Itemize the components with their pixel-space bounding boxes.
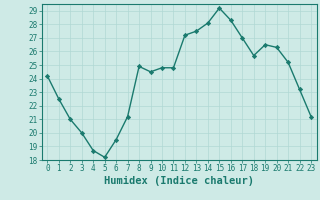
X-axis label: Humidex (Indice chaleur): Humidex (Indice chaleur): [104, 176, 254, 186]
